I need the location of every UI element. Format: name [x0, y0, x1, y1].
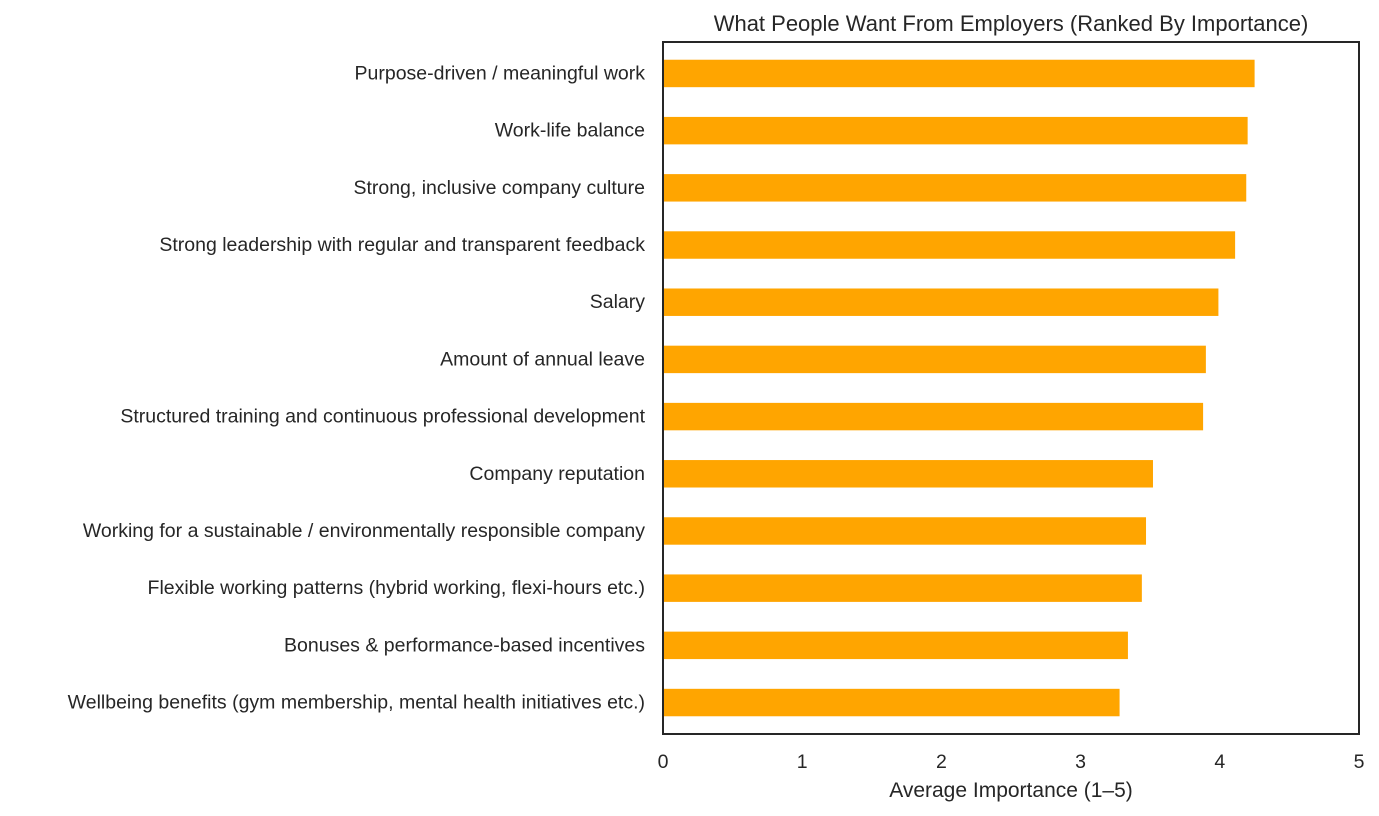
- x-tick-label-4: 4: [1214, 751, 1225, 773]
- x-tick-label-2: 2: [936, 751, 947, 773]
- bars-group: [663, 59, 1255, 717]
- bar-6: [663, 402, 1204, 431]
- x-axis-label: Average Importance (1–5): [889, 779, 1133, 802]
- category-label-8: Working for a sustainable / environmenta…: [83, 520, 645, 542]
- category-label-10: Bonuses & performance-based incentives: [284, 634, 645, 656]
- x-axis-ticks: 0 1 2 3 4 5: [658, 751, 1365, 773]
- x-tick-label-1: 1: [797, 751, 808, 773]
- category-label-9: Flexible working patterns (hybrid workin…: [148, 577, 645, 599]
- category-label-3: Strong leadership with regular and trans…: [159, 234, 645, 256]
- bar-11: [663, 688, 1120, 717]
- x-tick-label-0: 0: [658, 751, 669, 773]
- chart-title: What People Want From Employers (Ranked …: [714, 11, 1309, 36]
- bar-7: [663, 460, 1153, 488]
- bar-4: [663, 288, 1219, 316]
- category-label-2: Strong, inclusive company culture: [353, 177, 645, 199]
- bar-1: [663, 116, 1248, 145]
- bar-9: [663, 574, 1142, 602]
- bar-10: [663, 631, 1128, 660]
- bar-5: [663, 345, 1206, 374]
- x-tick-label-3: 3: [1075, 751, 1086, 773]
- category-label-6: Structured training and continuous profe…: [120, 406, 645, 428]
- category-label-0: Purpose-driven / meaningful work: [355, 62, 646, 84]
- category-label-7: Company reputation: [469, 463, 645, 485]
- category-labels: Purpose-driven / meaningful work Work-lif…: [68, 62, 646, 713]
- category-label-4: Salary: [590, 291, 646, 313]
- bar-0: [663, 59, 1255, 88]
- category-label-1: Work-life balance: [495, 120, 645, 142]
- category-label-11: Wellbeing benefits (gym membership, ment…: [68, 692, 645, 714]
- bar-2: [663, 174, 1247, 202]
- category-label-5: Amount of annual leave: [440, 348, 645, 370]
- plot-frame: [662, 41, 1360, 735]
- bar-3: [663, 231, 1236, 259]
- bar-8: [663, 517, 1147, 545]
- x-tick-label-5: 5: [1354, 751, 1365, 773]
